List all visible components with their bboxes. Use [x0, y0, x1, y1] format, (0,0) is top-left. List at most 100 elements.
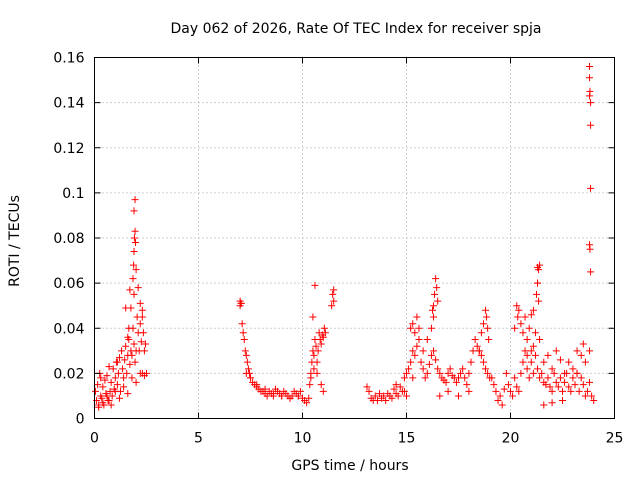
data-point	[125, 324, 133, 332]
data-point	[113, 381, 121, 389]
data-point	[527, 311, 535, 319]
data-point	[130, 234, 138, 242]
data-point	[400, 387, 408, 395]
data-point	[329, 290, 337, 298]
data-point	[475, 347, 483, 355]
data-point	[405, 365, 413, 373]
data-point	[586, 347, 594, 355]
data-point	[465, 369, 473, 377]
data-point	[122, 342, 130, 350]
data-point	[507, 387, 514, 395]
data-point	[554, 383, 562, 391]
data-point	[444, 369, 452, 377]
x-axis-label: GPS time / hours	[291, 458, 408, 474]
data-point	[484, 369, 492, 377]
data-point	[403, 392, 410, 400]
data-point	[392, 381, 400, 389]
data-points	[92, 63, 598, 411]
data-point	[579, 381, 587, 389]
data-point	[131, 227, 139, 235]
data-point	[131, 358, 139, 366]
data-point	[479, 358, 487, 366]
y-tick-label: 0.14	[53, 96, 84, 112]
data-point	[241, 347, 249, 355]
data-point	[586, 245, 594, 253]
data-point	[500, 385, 508, 393]
data-point	[586, 378, 594, 386]
data-point	[107, 378, 115, 386]
data-point	[432, 356, 440, 364]
data-point	[99, 383, 107, 391]
data-point	[115, 394, 123, 402]
chart-title: Day 062 of 2026, Rate Of TEC Index for r…	[170, 21, 541, 37]
data-point	[263, 392, 271, 400]
data-point	[419, 347, 427, 355]
data-point	[105, 396, 113, 404]
data-point	[388, 394, 396, 402]
data-point	[124, 333, 132, 341]
data-point	[484, 324, 492, 332]
y-axis-label: ROTI / TECUs	[7, 195, 23, 287]
y-tick-label: 0.06	[53, 276, 84, 292]
data-point	[569, 374, 577, 382]
data-point	[513, 302, 521, 310]
data-point	[430, 347, 438, 355]
data-point	[434, 297, 442, 305]
data-point	[485, 336, 493, 344]
data-point	[488, 374, 496, 382]
data-point	[432, 275, 440, 283]
data-point	[515, 387, 523, 395]
data-point	[382, 396, 390, 404]
data-point	[523, 351, 531, 359]
x-tick-label: 5	[194, 431, 203, 447]
data-point	[552, 347, 560, 355]
data-point	[120, 374, 128, 382]
data-point	[319, 333, 327, 341]
data-point	[430, 302, 438, 310]
data-point	[310, 365, 318, 373]
data-point	[531, 329, 539, 337]
data-point	[128, 374, 136, 382]
data-point	[400, 374, 408, 382]
data-point	[314, 347, 322, 355]
data-point	[544, 374, 552, 382]
data-point	[523, 336, 531, 344]
data-point	[95, 403, 103, 411]
data-point	[317, 381, 325, 389]
data-point	[330, 286, 338, 294]
data-point	[130, 207, 138, 215]
data-point	[126, 360, 134, 368]
data-point	[103, 372, 111, 380]
data-point	[121, 356, 129, 364]
data-point	[425, 360, 433, 368]
data-point	[433, 284, 441, 292]
data-point	[130, 248, 138, 256]
data-point	[311, 281, 319, 289]
data-point	[330, 297, 338, 305]
data-point	[477, 329, 485, 337]
data-point	[542, 381, 550, 389]
data-point	[375, 390, 383, 398]
data-point	[130, 261, 138, 269]
data-point	[561, 378, 569, 386]
data-point	[240, 336, 248, 344]
data-point	[407, 358, 415, 366]
data-point	[521, 313, 529, 321]
data-point	[534, 263, 542, 271]
data-point	[465, 387, 473, 395]
data-point	[523, 365, 531, 373]
data-point	[519, 329, 527, 337]
data-point	[587, 99, 595, 107]
data-point	[467, 358, 475, 366]
data-point	[430, 313, 438, 321]
data-point	[533, 290, 540, 298]
data-point	[571, 381, 579, 389]
data-point	[114, 369, 122, 377]
data-point	[120, 383, 128, 391]
data-point	[452, 378, 460, 386]
data-point	[513, 383, 521, 391]
data-point	[459, 365, 467, 373]
y-tick-label: 0.08	[53, 231, 84, 247]
y-tick-label: 0.12	[53, 141, 84, 157]
data-point	[396, 383, 404, 391]
